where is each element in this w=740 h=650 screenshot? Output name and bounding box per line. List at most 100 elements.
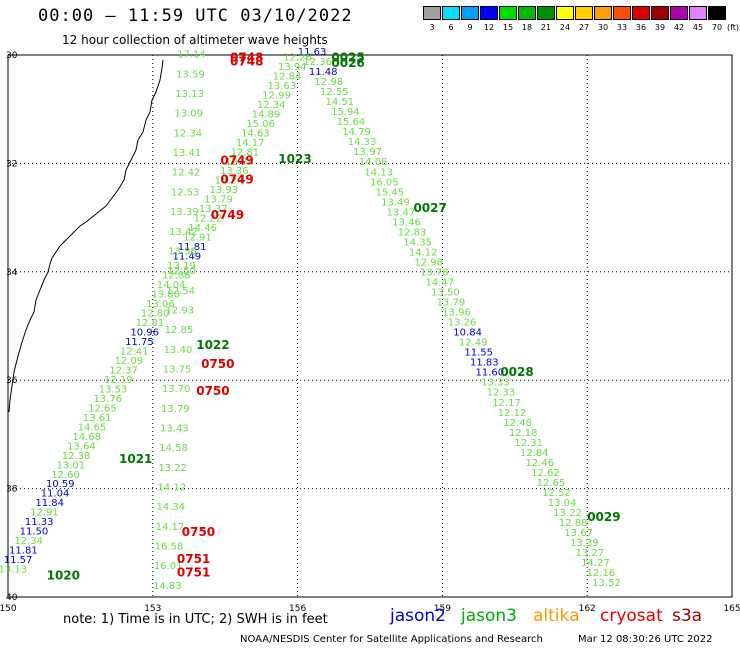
legend-swatch	[499, 6, 517, 20]
swh-value: 16.05	[370, 177, 399, 188]
legend-label: 27	[578, 23, 590, 32]
pass-time-label: 0748	[230, 55, 263, 69]
swh-value: 13.39	[170, 207, 199, 218]
map-frame	[7, 54, 733, 598]
track-jason3-pass-1020-1023: 13.1311.5711.8112.3411.5011.3312.9111.84…	[0, 52, 312, 575]
swh-value: 14.13	[364, 167, 393, 178]
pass-time-label: 1022	[196, 338, 229, 352]
swh-value: 13.67	[564, 528, 593, 539]
legend-swatch	[670, 6, 688, 20]
swh-value: 15.64	[337, 117, 366, 128]
legend-label: 18	[521, 23, 533, 32]
swh-value: 13.97	[353, 147, 382, 158]
swh-value: 12.80	[141, 309, 170, 320]
swh-value: 14.46	[188, 223, 217, 234]
pass-time-label: 1020	[47, 568, 80, 582]
swh-value: 14.12	[409, 247, 438, 258]
pass-time-label: 0749	[211, 208, 244, 222]
swh-value: 12.38	[62, 451, 91, 462]
satellite-name: jason2	[390, 606, 446, 626]
swh-value: 13.42	[169, 227, 198, 238]
swh-value: 13.04	[548, 498, 577, 509]
swh-value: 13.36	[168, 246, 197, 257]
swh-value: 12.18	[509, 428, 538, 439]
swh-value: 12.50	[167, 266, 196, 277]
swh-value: 13.59	[176, 69, 205, 80]
swh-value: 12.81	[136, 318, 165, 329]
legend-unit: (ft)	[726, 23, 740, 32]
legend-swatch	[708, 6, 726, 20]
swh-value: 13.13	[175, 89, 204, 100]
swh-value: 12.19	[104, 375, 133, 386]
swh-value: 14.58	[159, 443, 188, 454]
swh-value: 15.94	[331, 107, 360, 118]
swh-value: 12.17	[492, 398, 521, 409]
swh-value: 14.04	[157, 280, 186, 291]
swh-value: 12.84	[273, 71, 302, 82]
pass-time-label: 0751	[177, 552, 210, 566]
legend-label: 21	[540, 23, 552, 32]
swh-value: 12.49	[459, 338, 488, 349]
swh-value: 12.34	[174, 128, 203, 139]
lon-tick-label: 162	[579, 604, 596, 614]
swh-value: 13.94	[278, 62, 307, 73]
swh-value: 12.34	[14, 536, 43, 547]
swh-value: 11.63	[298, 47, 327, 58]
swh-value: 13.70	[162, 384, 191, 395]
swh-value: 12.36	[303, 57, 332, 68]
swh-value: 13.80	[151, 290, 180, 301]
swh-value: 14.63	[241, 128, 270, 139]
swh-value: 13.33	[481, 378, 510, 389]
swh-value: 14.34	[157, 502, 186, 513]
swh-value: 13.36	[220, 166, 249, 177]
legend-swatch	[651, 6, 669, 20]
legend-label: 45	[692, 23, 704, 32]
swh-value: 16.58	[155, 542, 184, 553]
swh-value: 12.65	[537, 478, 566, 489]
legend-label: 30	[597, 23, 609, 32]
legend-swatch	[480, 6, 498, 20]
swh-value: 12.37	[109, 365, 138, 376]
swh-value: 11.84	[35, 498, 64, 509]
swh-value: 12.42	[172, 168, 201, 179]
pass-time-label: 0025	[331, 51, 364, 65]
swh-value: 13.19	[167, 261, 196, 272]
swh-value: 11.04	[41, 489, 70, 500]
swh-value: 12.60	[51, 470, 80, 481]
swh-value: 14.65	[78, 422, 107, 433]
lat-tick-label: 40	[6, 593, 18, 603]
legend-swatch	[442, 6, 460, 20]
swh-value: 13.53	[99, 384, 128, 395]
lat-tick-label: 32	[6, 159, 17, 169]
swh-value: 13.50	[431, 288, 460, 299]
swh-value: 13.27	[576, 548, 605, 559]
swh-value: 13.22	[158, 463, 187, 474]
swh-value: 14.79	[342, 127, 371, 138]
swh-value: 10.84	[453, 328, 482, 339]
swh-value: 11.33	[25, 517, 54, 528]
legend-label: 24	[559, 23, 571, 32]
swh-value: 12.98	[414, 257, 443, 268]
pass-time-label: 0029	[587, 510, 620, 524]
swh-value: 13.41	[173, 148, 202, 159]
swh-value: 13.40	[164, 345, 193, 356]
swh-value: 14.35	[403, 237, 432, 248]
swh-value: 12.99	[262, 90, 291, 101]
swh-value: 12.22	[194, 214, 223, 225]
lon-tick-label: 150	[0, 604, 17, 614]
legend-label: 15	[502, 23, 514, 32]
legend-swatch	[423, 6, 441, 20]
swh-value: 12.53	[171, 187, 200, 198]
legend-label: 70	[711, 23, 723, 32]
satellite-name: s3a	[672, 606, 703, 626]
swh-value: 13.43	[160, 423, 189, 434]
pass-time-label: 0751	[177, 566, 210, 580]
swh-value: 13.52	[592, 578, 621, 589]
swh-value: 14.83	[153, 581, 182, 592]
swh-value: 12.83	[398, 227, 427, 238]
legend-label: 12	[483, 23, 495, 32]
coastline	[8, 59, 164, 413]
swh-value: 16.01	[154, 561, 183, 572]
